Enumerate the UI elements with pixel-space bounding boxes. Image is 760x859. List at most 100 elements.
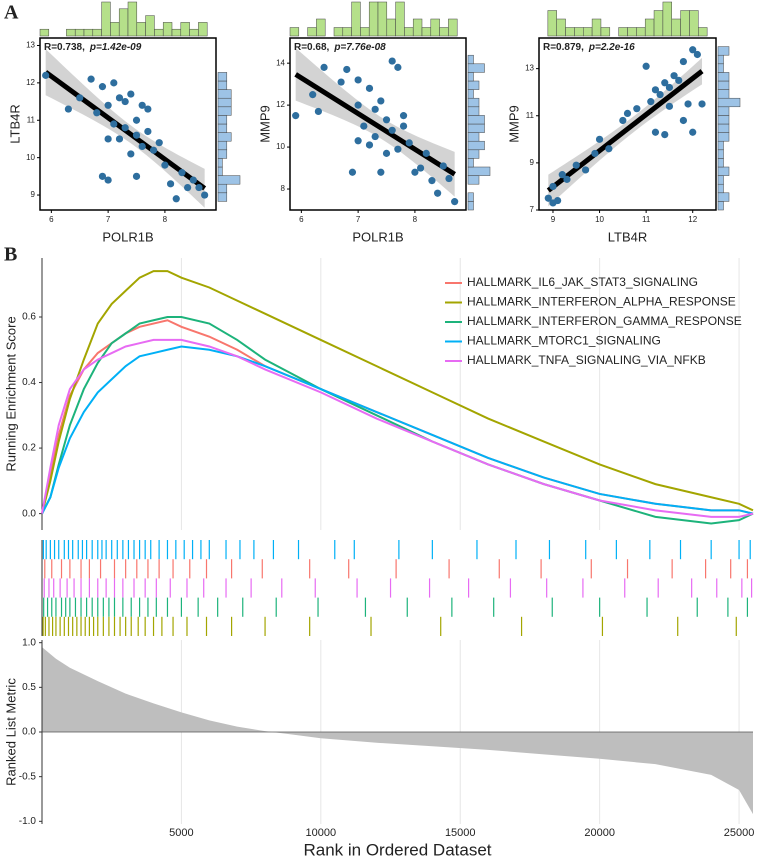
x-histogram-bar [644,18,655,37]
x-axis-label: Rank in Ordered Dataset [303,840,491,859]
x-histogram-bar [395,1,405,37]
y-tick-label: 9 [530,158,535,167]
y-histogram-bar [717,72,730,82]
y-histogram-bar [467,97,480,108]
y-histogram-bar [717,63,724,73]
point [554,196,562,205]
y-histogram-bar [717,140,724,151]
point [377,97,385,105]
x-axis-label: POLR1B [102,229,153,244]
point [98,83,107,91]
x-histogram-bar [627,27,637,37]
y-histogram-bar [217,106,232,116]
y-histogram-bar [467,63,485,73]
x-histogram-bar [74,28,85,37]
x-histogram-bar [430,18,440,37]
stat-annotation: R=0.68, p=7.76e-08 [294,42,386,53]
y-histogram-bar [217,115,228,125]
y-tick-label: 7 [530,205,535,214]
point [144,127,152,136]
y-tick-label: 0.5 [22,682,36,693]
point [642,62,650,70]
y-histogram-bar [467,192,474,202]
point [354,76,362,84]
point [64,105,72,113]
regression-line [294,72,456,177]
y-histogram-bar [467,149,480,159]
y-tick-label: 0.0 [22,727,36,738]
point [670,72,678,80]
point [591,149,599,158]
point [665,83,674,92]
x-histogram-bar [351,1,361,37]
y-histogram-bar [217,158,223,168]
point [572,161,580,169]
y-histogram-bar [717,166,730,176]
y-histogram-bar [217,72,228,82]
point [161,161,169,169]
panel-label: A [4,2,19,24]
point [434,189,442,197]
point [121,124,129,132]
y-histogram-bar [467,140,485,151]
y-axis-label: Ranked List Metric [3,678,18,786]
point [451,198,459,206]
x-histogram-bar [404,27,414,37]
x-histogram-bar [574,27,584,37]
y-tick-label: 0.2 [22,443,36,454]
x-histogram-bar [145,15,155,37]
point [549,182,557,191]
point [360,122,368,130]
point [195,183,203,192]
point [132,116,141,124]
point [337,78,345,86]
x-histogram-bar [448,18,458,37]
point [314,107,322,116]
plot-frame [39,37,217,211]
x-histogram-bar [680,10,690,37]
x-tick-label: 9 [551,215,556,224]
x-histogram-bar [377,1,388,37]
y-histogram-bar [467,132,480,142]
point [675,76,683,85]
y-axis-label: Running Enrichment Score [3,316,18,471]
point [201,191,209,199]
legend-label: HALLMARK_MTORC1_SIGNALING [467,334,661,348]
point [405,139,413,147]
point [132,172,141,180]
x-tick-label: 8 [413,215,418,224]
enrichment-line [41,270,754,514]
x-histogram-bar [171,28,182,37]
y-axis-label: LTB4R [7,104,22,144]
y-histogram-bar [217,183,228,194]
point [679,116,687,125]
x-histogram-bar [189,28,199,37]
x-histogram-bar [92,28,102,37]
point [661,79,669,87]
point [399,122,408,130]
y-histogram-bar [467,72,474,82]
point [605,145,613,153]
x-histogram-bar [333,27,344,37]
y-histogram-bar [467,89,474,99]
point [684,100,692,108]
x-histogram-bar [101,1,111,37]
x-tick-label: 8 [163,215,168,224]
stat-p: p=2.2e-16 [588,42,635,53]
enrichment-line [41,319,754,515]
point [98,172,107,180]
y-axis-label: MMP9 [257,105,272,143]
x-tick-label: 5000 [169,827,193,839]
point [93,109,101,117]
y-tick-label: 13 [525,64,534,73]
y-tick-label: 8 [281,184,286,193]
x-histogram-bar [110,22,120,37]
y-histogram-bar [467,201,474,211]
point [558,171,566,179]
point [110,120,118,128]
x-tick-label: 12 [688,215,697,224]
y-tick-label: -0.5 [19,771,37,782]
point [689,46,697,54]
y-tick-label: 13 [26,41,35,50]
